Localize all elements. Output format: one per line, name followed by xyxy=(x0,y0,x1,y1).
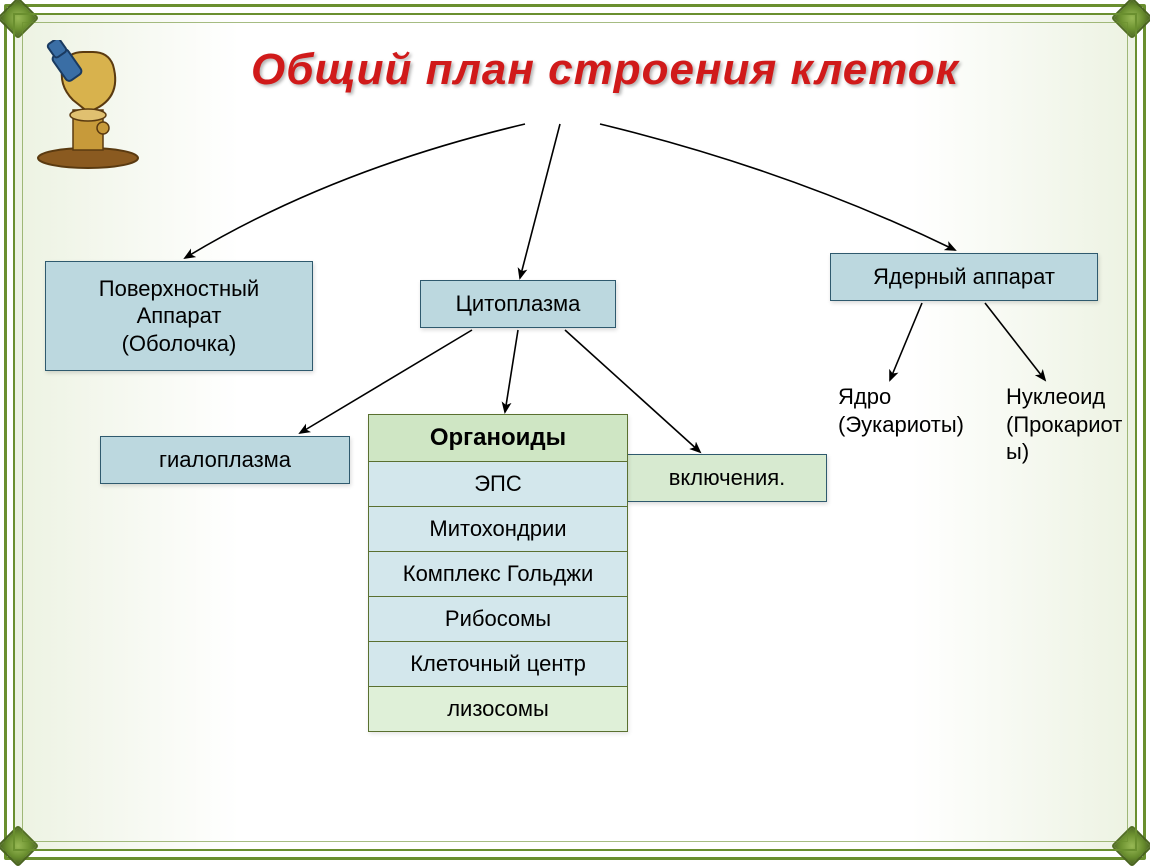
organelle-row: лизосомы xyxy=(369,687,627,731)
organelle-row: Комплекс Гольджи xyxy=(369,552,627,597)
box-surface: Поверхностный Аппарат (Оболочка) xyxy=(45,261,313,371)
box-hyaloplasm: гиалоплазма xyxy=(100,436,350,484)
page-title: Общий план строения клеток xyxy=(180,45,1030,95)
box-cytoplasm: Цитоплазма xyxy=(420,280,616,328)
box-inclusions: включения. xyxy=(627,454,827,502)
label-nucleoid: Нуклеоид (Прокариот ы) xyxy=(1006,383,1150,466)
box-nuclear: Ядерный аппарат xyxy=(830,253,1098,301)
organelle-row: Митохондрии xyxy=(369,507,627,552)
label-nucleus: Ядро (Эукариоты) xyxy=(838,383,1008,438)
microscope-icon xyxy=(28,40,148,170)
organelle-row: Рибосомы xyxy=(369,597,627,642)
organelles-header: Органоиды xyxy=(369,415,627,462)
organelle-row: ЭПС xyxy=(369,462,627,507)
organelle-row: Клеточный центр xyxy=(369,642,627,687)
